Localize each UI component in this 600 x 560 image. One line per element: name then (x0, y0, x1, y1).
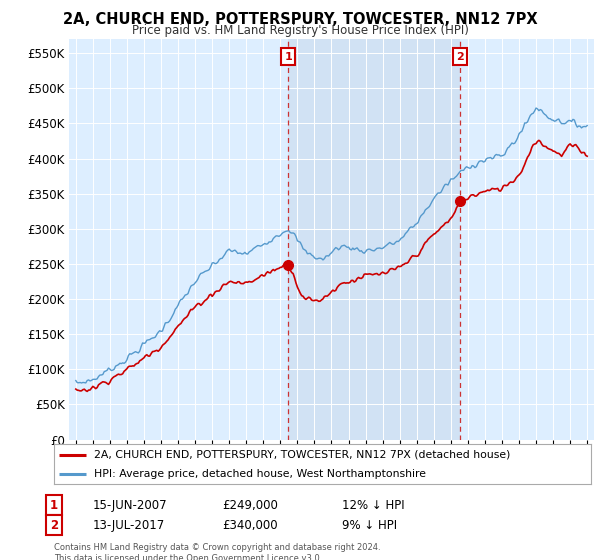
Text: 9% ↓ HPI: 9% ↓ HPI (342, 519, 397, 532)
Text: 2: 2 (50, 519, 58, 532)
Text: 12% ↓ HPI: 12% ↓ HPI (342, 498, 404, 512)
Text: Contains HM Land Registry data © Crown copyright and database right 2024.
This d: Contains HM Land Registry data © Crown c… (54, 543, 380, 560)
Text: Price paid vs. HM Land Registry's House Price Index (HPI): Price paid vs. HM Land Registry's House … (131, 24, 469, 37)
Text: 2: 2 (456, 52, 464, 62)
Bar (288, 39, 460, 440)
Text: 1: 1 (50, 498, 58, 512)
Text: HPI: Average price, detached house, West Northamptonshire: HPI: Average price, detached house, West… (94, 469, 426, 478)
Text: 1: 1 (284, 52, 292, 62)
Text: £340,000: £340,000 (222, 519, 278, 532)
Text: 2A, CHURCH END, POTTERSPURY, TOWCESTER, NN12 7PX (detached house): 2A, CHURCH END, POTTERSPURY, TOWCESTER, … (94, 450, 511, 460)
Text: £249,000: £249,000 (222, 498, 278, 512)
Text: 2A, CHURCH END, POTTERSPURY, TOWCESTER, NN12 7PX: 2A, CHURCH END, POTTERSPURY, TOWCESTER, … (62, 12, 538, 27)
Text: 15-JUN-2007: 15-JUN-2007 (93, 498, 167, 512)
Text: 13-JUL-2017: 13-JUL-2017 (93, 519, 165, 532)
